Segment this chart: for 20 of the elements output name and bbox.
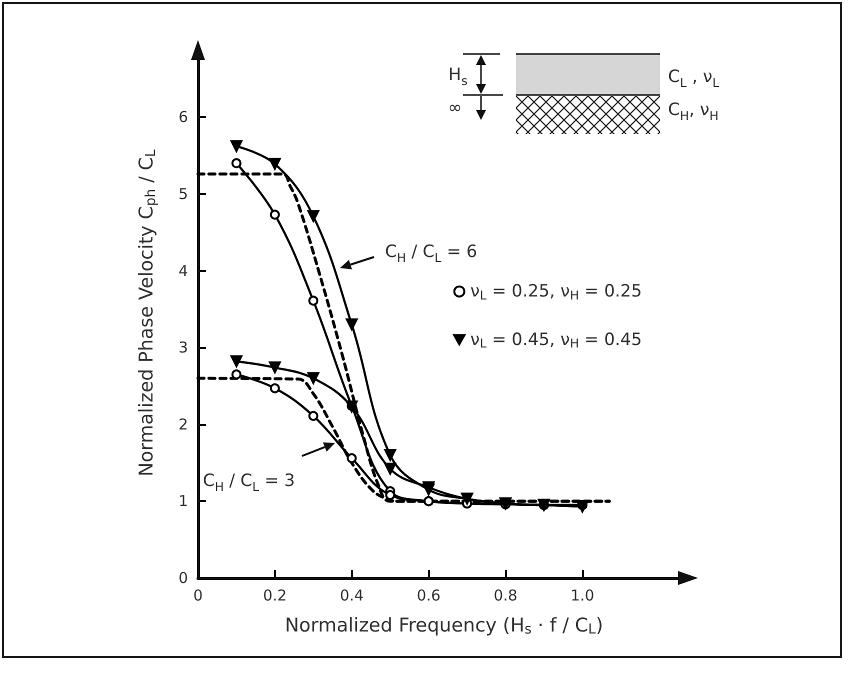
y-tick-label: 1 — [178, 492, 188, 510]
y-tick-label: 3 — [178, 338, 188, 357]
x-tick-label: 0.6 — [416, 586, 441, 604]
annotation: C$_{H}$, ν$_{H}$ — [668, 100, 719, 124]
y-tick-label: 6 — [178, 108, 188, 126]
x-tick-label: 0.8 — [494, 586, 518, 604]
x-tick-label: 0.4 — [340, 586, 364, 604]
y-axis-title: Normalized Phase Velocity Cph / CL — [136, 149, 159, 477]
x-tick-label: 1.0 — [570, 586, 594, 604]
y-tick-label: 0 — [178, 569, 188, 587]
annotation: C$_{H}$ / C$_{L}$ = 3 — [202, 470, 295, 494]
annotation: C$_{L}$ , ν$_{L}$ — [668, 66, 720, 90]
x-tick-label: 0 — [193, 586, 203, 604]
y-tick-label: 5 — [178, 184, 188, 203]
annotation: C$_{H}$ / C$_{L}$ = 6 — [385, 242, 478, 266]
annotation: H$_{s}$ — [448, 64, 468, 88]
y-tick-label: 2 — [178, 415, 188, 434]
x-tick-label: 0.2 — [262, 586, 287, 604]
annotation: ∞ — [448, 98, 462, 118]
y-tick-label: 4 — [178, 262, 188, 280]
